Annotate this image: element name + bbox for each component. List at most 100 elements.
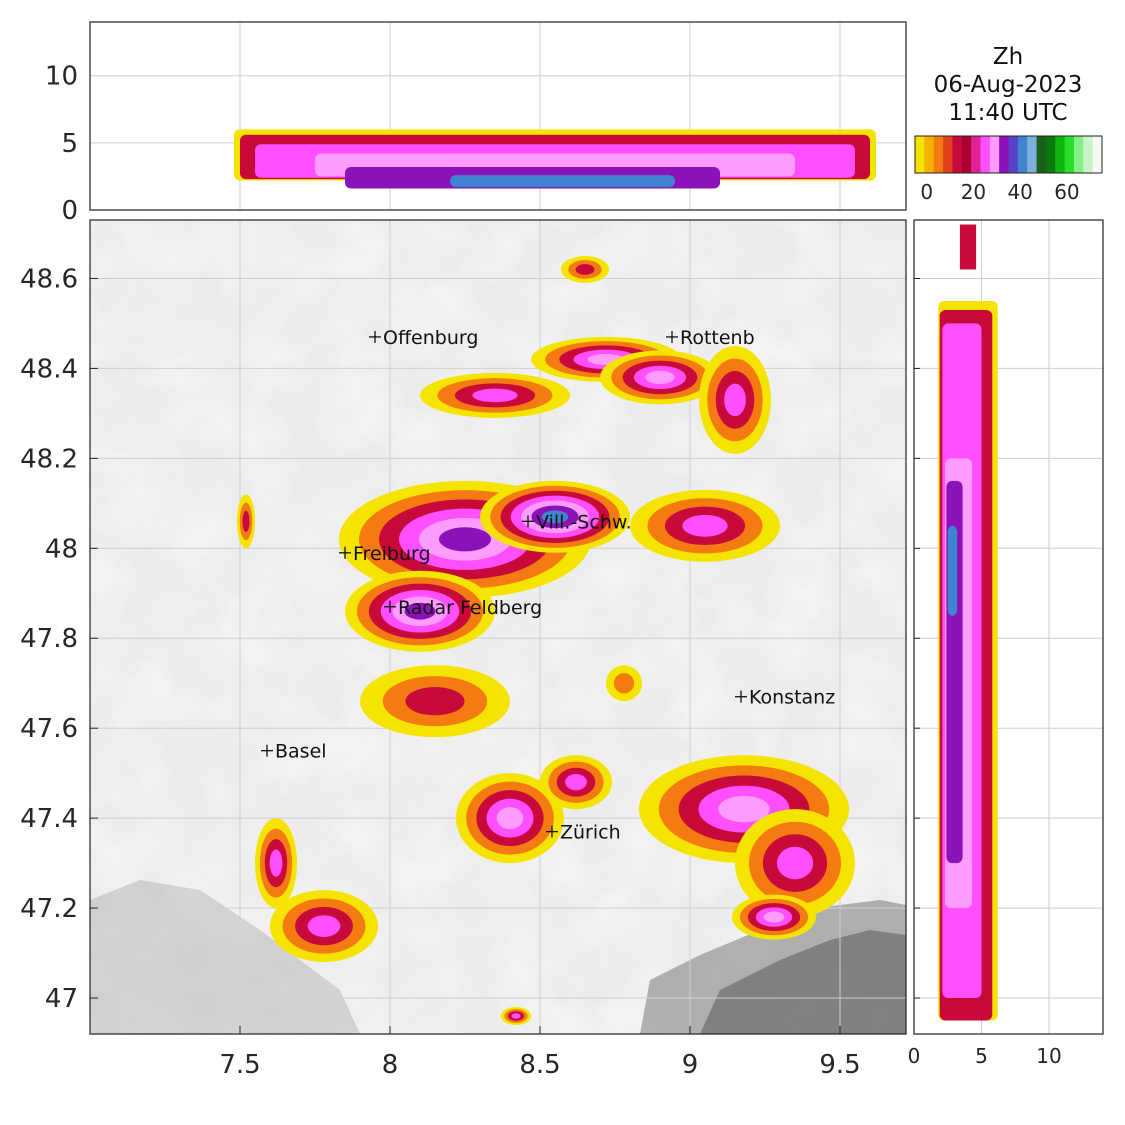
main-map: Offenburg Rottenb Vill.-Schw. Freiburg Radar… bbox=[20, 219, 907, 1080]
city-marker: Konstanz bbox=[735, 687, 835, 709]
colorbar-swatch bbox=[933, 136, 944, 173]
city-label: Freiburg bbox=[353, 543, 431, 565]
echo-cell bbox=[242, 510, 250, 532]
city-marker: Freiburg bbox=[339, 543, 431, 565]
time-title: 11:40 UTC bbox=[948, 100, 1067, 126]
colorbar-swatch bbox=[1017, 136, 1028, 173]
echo-cell bbox=[307, 915, 341, 937]
colorbar-swatch bbox=[989, 136, 1000, 173]
echo-cell bbox=[269, 849, 283, 877]
echo-cell bbox=[724, 383, 746, 417]
x-tick-label: 9.5 bbox=[819, 1050, 860, 1080]
colorbar-swatch bbox=[1008, 136, 1019, 173]
city-marker: Offenburg bbox=[369, 327, 478, 349]
x-tick-label: 8.5 bbox=[519, 1050, 560, 1080]
echo-cell bbox=[450, 175, 675, 188]
echo-cell bbox=[763, 911, 785, 923]
echo-cell bbox=[776, 846, 814, 880]
y-tick-label: 47.4 bbox=[20, 804, 78, 834]
colorbar-swatch bbox=[1092, 136, 1103, 173]
main-y-axis: 47 47.2 47.4 47.6 47.8 48 48.2 48.4 48.6 bbox=[20, 264, 98, 1014]
top-y-tick-label: 5 bbox=[61, 129, 78, 159]
colorbar-swatch bbox=[980, 136, 991, 173]
right-x-tick-label: 0 bbox=[908, 1044, 921, 1068]
colorbar bbox=[914, 135, 1103, 174]
colorbar-tick-label: 0 bbox=[920, 180, 933, 204]
top-y-axis: 0 5 10 bbox=[45, 62, 78, 226]
echo-cell bbox=[496, 807, 524, 830]
city-marker: Rottenb bbox=[666, 327, 755, 349]
colorbar-ticks: 0 20 40 60 bbox=[920, 180, 1079, 204]
city-marker: Basel bbox=[261, 741, 327, 763]
city-label: Radar Feldberg bbox=[398, 597, 542, 619]
echo-cell bbox=[959, 224, 977, 270]
colorbar-tick-label: 20 bbox=[961, 180, 986, 204]
main-map-frame bbox=[89, 219, 907, 1035]
x-tick-label: 9 bbox=[682, 1050, 699, 1080]
x-tick-label: 8 bbox=[382, 1050, 399, 1080]
city-marker: Zürich bbox=[546, 822, 621, 844]
colorbar-tick-label: 60 bbox=[1054, 180, 1079, 204]
colorbar-swatch bbox=[952, 136, 963, 173]
right-x-tick-label: 10 bbox=[1036, 1044, 1061, 1068]
date-title: 06-Aug-2023 bbox=[934, 72, 1083, 98]
echo-cell bbox=[718, 795, 770, 823]
colorbar-swatch bbox=[1083, 136, 1094, 173]
echo-cell bbox=[645, 370, 675, 385]
y-tick-label: 47.8 bbox=[20, 624, 78, 654]
city-label: Vill.-Schw. bbox=[536, 511, 632, 533]
y-tick-label: 47.2 bbox=[20, 894, 78, 924]
colorbar-swatch bbox=[971, 136, 981, 173]
echo-cell bbox=[404, 602, 436, 620]
echo-cell bbox=[947, 525, 958, 616]
city-markers: Offenburg Rottenb Vill.-Schw. Freiburg Radar… bbox=[261, 327, 835, 844]
main-x-axis: 7.5 8 8.5 9 9.5 bbox=[219, 1026, 861, 1080]
city-label: Rottenb bbox=[680, 327, 755, 349]
echo-cell bbox=[511, 1013, 521, 1019]
colorbar-swatch bbox=[1027, 136, 1038, 173]
top-panel-frame bbox=[89, 21, 907, 211]
y-tick-label: 48.4 bbox=[20, 354, 78, 384]
variable-title: Zh bbox=[993, 44, 1023, 70]
colorbar-swatch bbox=[943, 136, 953, 173]
y-tick-label: 47.6 bbox=[20, 714, 78, 744]
top-section-panel: 0 5 10 bbox=[45, 21, 907, 226]
city-label: Basel bbox=[275, 741, 327, 763]
right-section-panel: 0 5 10 bbox=[908, 219, 1104, 1068]
right-x-axis: 0 5 10 bbox=[908, 1044, 1062, 1068]
y-tick-label: 48.2 bbox=[20, 444, 78, 474]
colorbar-swatch bbox=[961, 136, 972, 173]
city-marker: Radar Feldberg bbox=[384, 597, 542, 619]
top-y-tick-label: 0 bbox=[61, 196, 78, 226]
echo-cell bbox=[405, 687, 465, 716]
y-tick-label: 48 bbox=[45, 534, 78, 564]
city-marker: Vill.-Schw. bbox=[522, 511, 632, 533]
colorbar-tick-label: 40 bbox=[1007, 180, 1032, 204]
colorbar-swatch bbox=[1055, 136, 1066, 173]
colorbar-swatch bbox=[915, 136, 925, 173]
echo-cell bbox=[575, 264, 595, 275]
y-tick-label: 47 bbox=[45, 984, 78, 1014]
colorbar-swatch bbox=[1073, 136, 1084, 173]
reflectivity-echoes bbox=[237, 255, 855, 1026]
colorbar-swatch bbox=[999, 136, 1009, 173]
top-y-tick-label: 10 bbox=[45, 62, 78, 92]
colorbar-swatch bbox=[1036, 136, 1047, 173]
city-label: Zürich bbox=[560, 822, 621, 844]
x-tick-label: 7.5 bbox=[219, 1050, 260, 1080]
right-x-tick-label: 5 bbox=[975, 1044, 988, 1068]
echo-cell bbox=[472, 388, 518, 403]
right-panel-frame bbox=[913, 219, 1104, 1035]
echo-cell bbox=[439, 527, 491, 552]
colorbar-swatch bbox=[1064, 136, 1075, 173]
right-section-echoes bbox=[938, 224, 998, 1021]
colorbar-swatch bbox=[1045, 136, 1056, 173]
y-tick-label: 48.6 bbox=[20, 264, 78, 294]
city-label: Offenburg bbox=[383, 327, 478, 349]
echo-cell bbox=[565, 773, 587, 791]
city-label: Konstanz bbox=[749, 687, 835, 709]
colorbar-swatch bbox=[924, 136, 935, 173]
top-section-echoes bbox=[234, 129, 876, 189]
colorbar-frame bbox=[914, 135, 1103, 174]
